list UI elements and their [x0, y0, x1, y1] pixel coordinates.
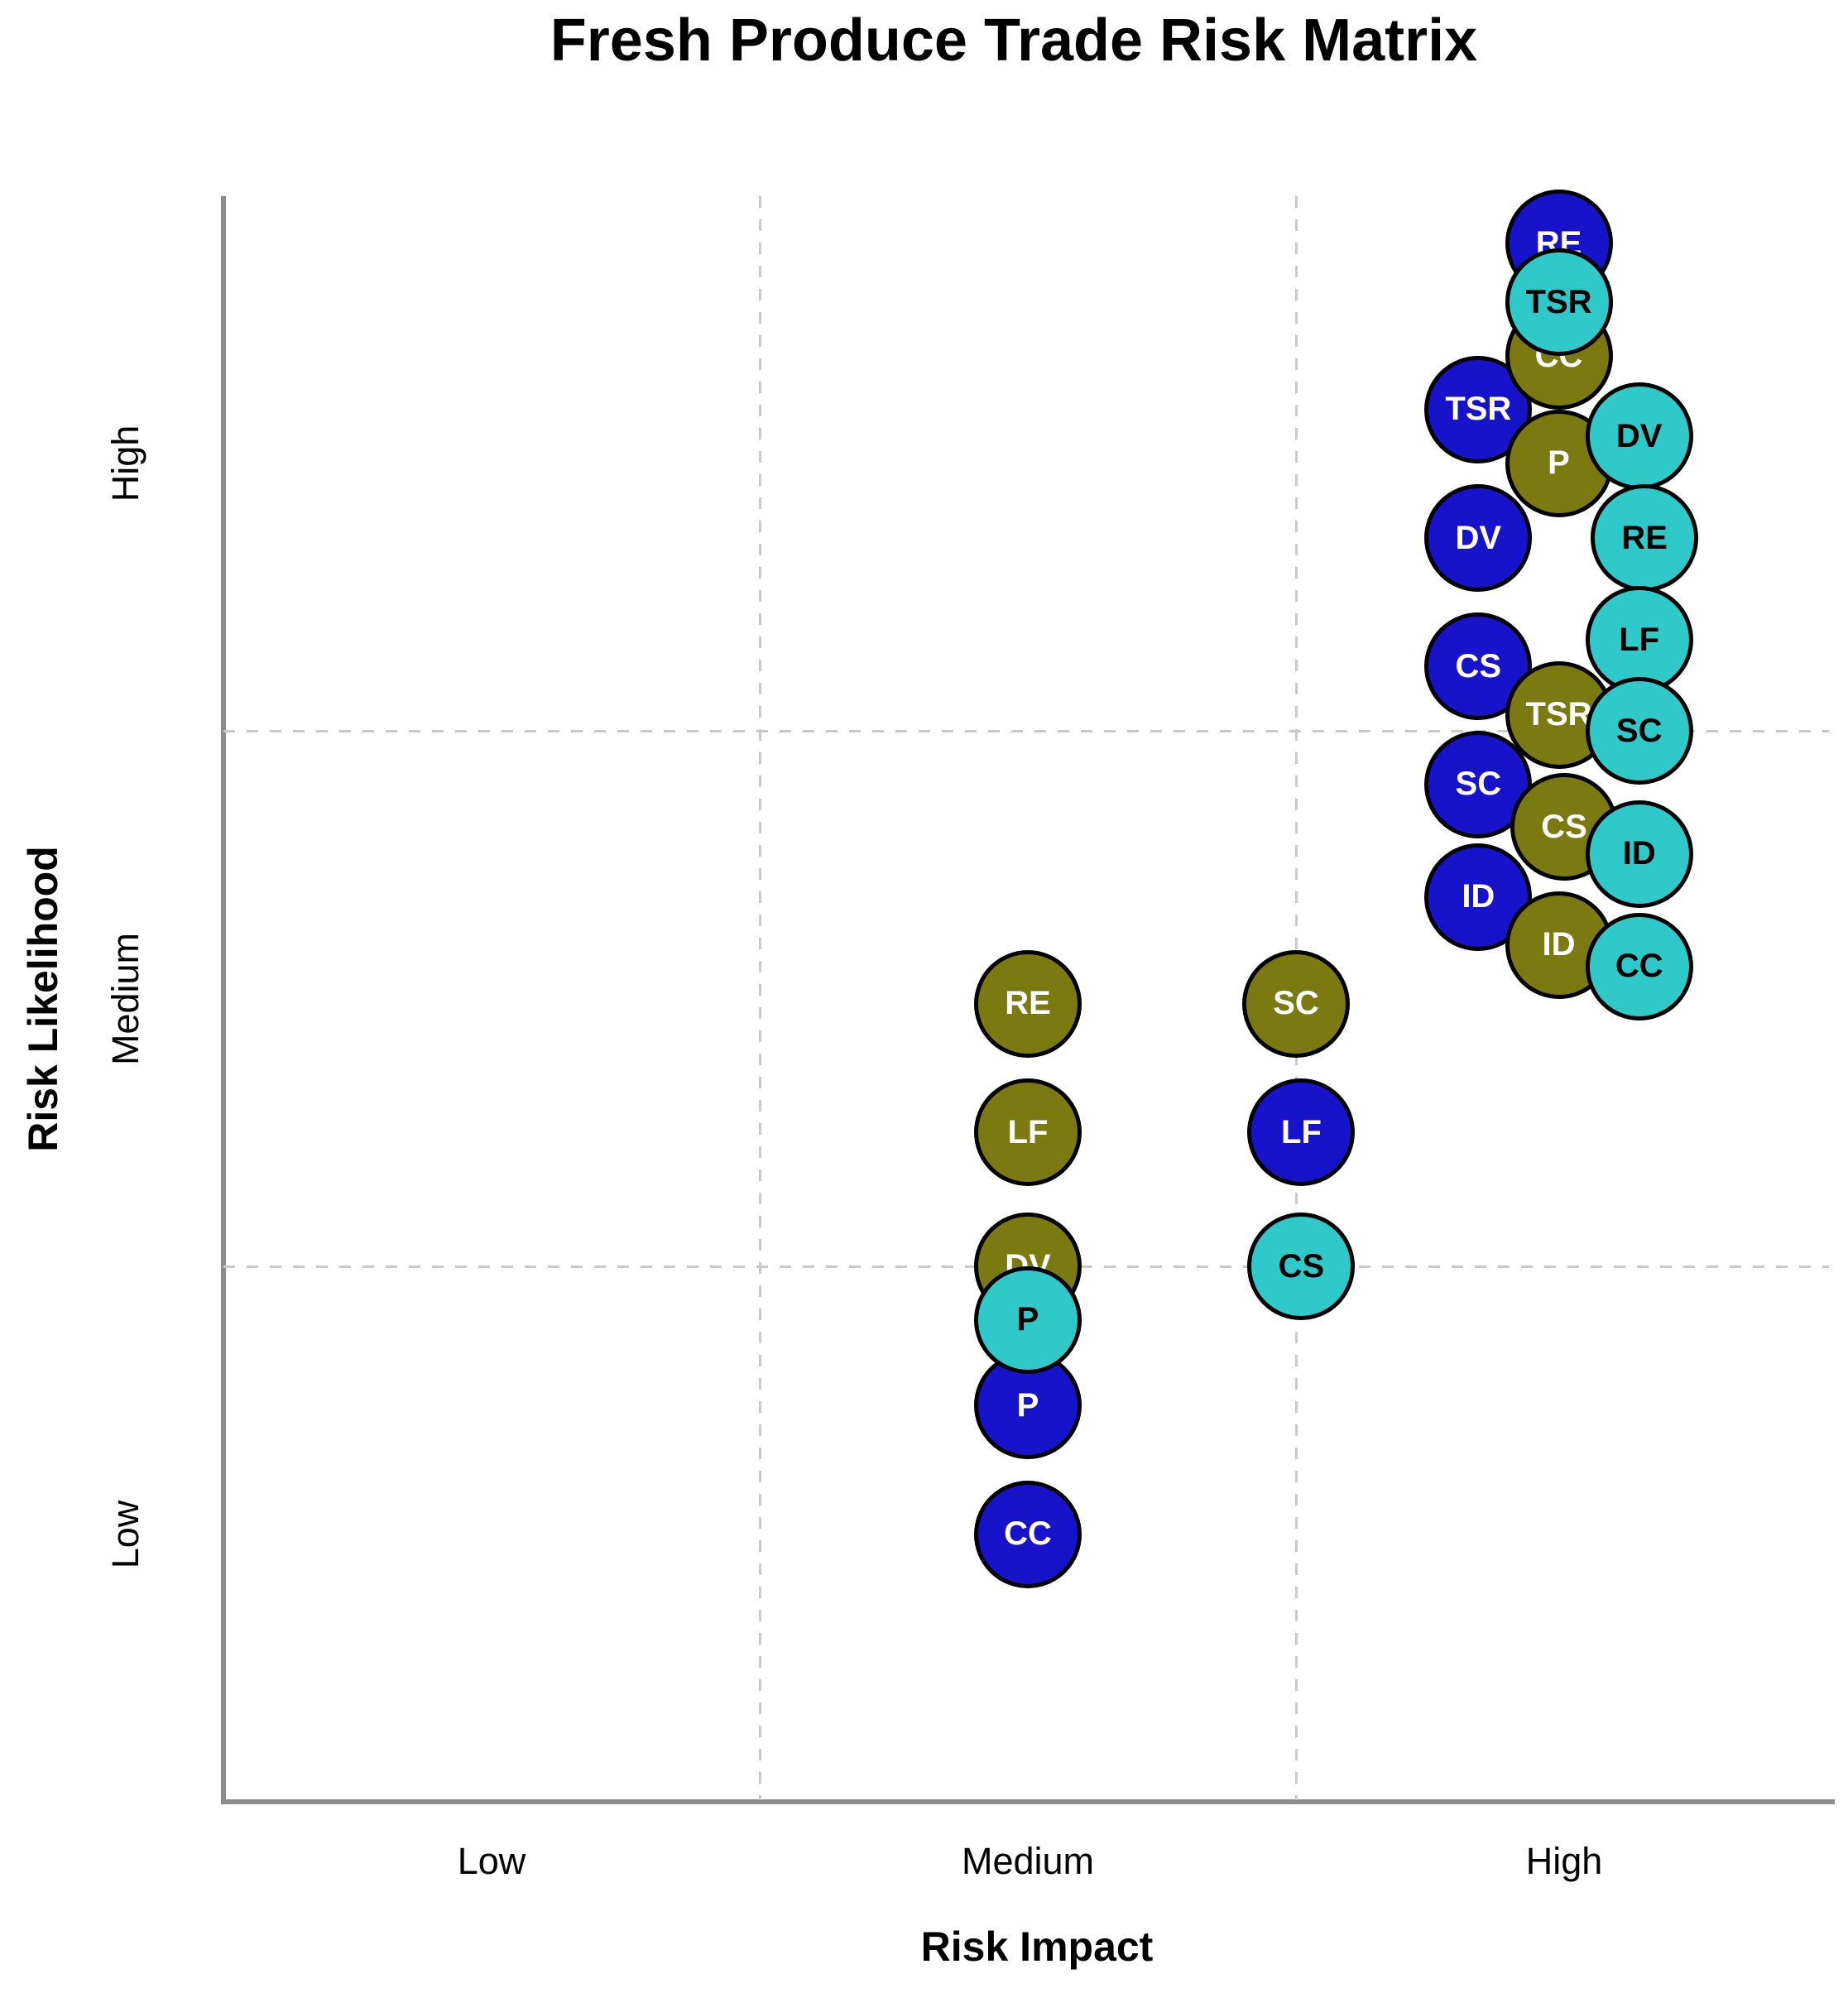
x-axis-title: Risk Impact — [920, 1923, 1154, 1970]
bubble-olive-LF: LF — [974, 1078, 1082, 1187]
y-tick-label-high: High — [104, 425, 146, 502]
bubble-turquoise-ID: ID — [1585, 800, 1693, 908]
bubble-turquoise-CC: CC — [1585, 912, 1693, 1021]
bubble-navy-blue-LF: LF — [1247, 1078, 1356, 1187]
bubble-turquoise-TSR: TSR — [1505, 248, 1613, 357]
bubble-turquoise-RE: RE — [1591, 484, 1699, 593]
vertical-dashed-gridline-0 — [758, 196, 761, 1800]
bubble-turquoise-SC: SC — [1585, 677, 1693, 785]
bubble-turquoise-CS: CS — [1247, 1213, 1356, 1320]
x-tick-label-high: High — [1525, 1840, 1603, 1882]
bubble-turquoise-P: P — [974, 1265, 1082, 1374]
bubble-navy-blue-CC: CC — [974, 1480, 1082, 1588]
bubble-olive-RE: RE — [974, 949, 1082, 1058]
chart-title: Fresh Produce Trade Risk Matrix — [550, 7, 1478, 74]
horizontal-dashed-gridline-1 — [223, 729, 1829, 732]
x-tick-label-low: Low — [457, 1840, 526, 1882]
y-axis-title: Risk Likelihood — [20, 846, 66, 1152]
bubble-navy-blue-SC: SC — [1424, 730, 1533, 838]
bubble-navy-blue-DV: DV — [1424, 484, 1533, 593]
y-axis-line — [221, 196, 226, 1804]
bubble-turquoise-DV: DV — [1585, 382, 1693, 491]
bubble-navy-blue-CS: CS — [1424, 612, 1533, 721]
x-axis-line — [221, 1799, 1835, 1804]
x-tick-label-medium: Medium — [961, 1840, 1095, 1882]
y-tick-label-medium: Medium — [104, 932, 146, 1065]
y-tick-label-low: Low — [104, 1500, 146, 1568]
bubble-olive-SC: SC — [1242, 949, 1350, 1058]
